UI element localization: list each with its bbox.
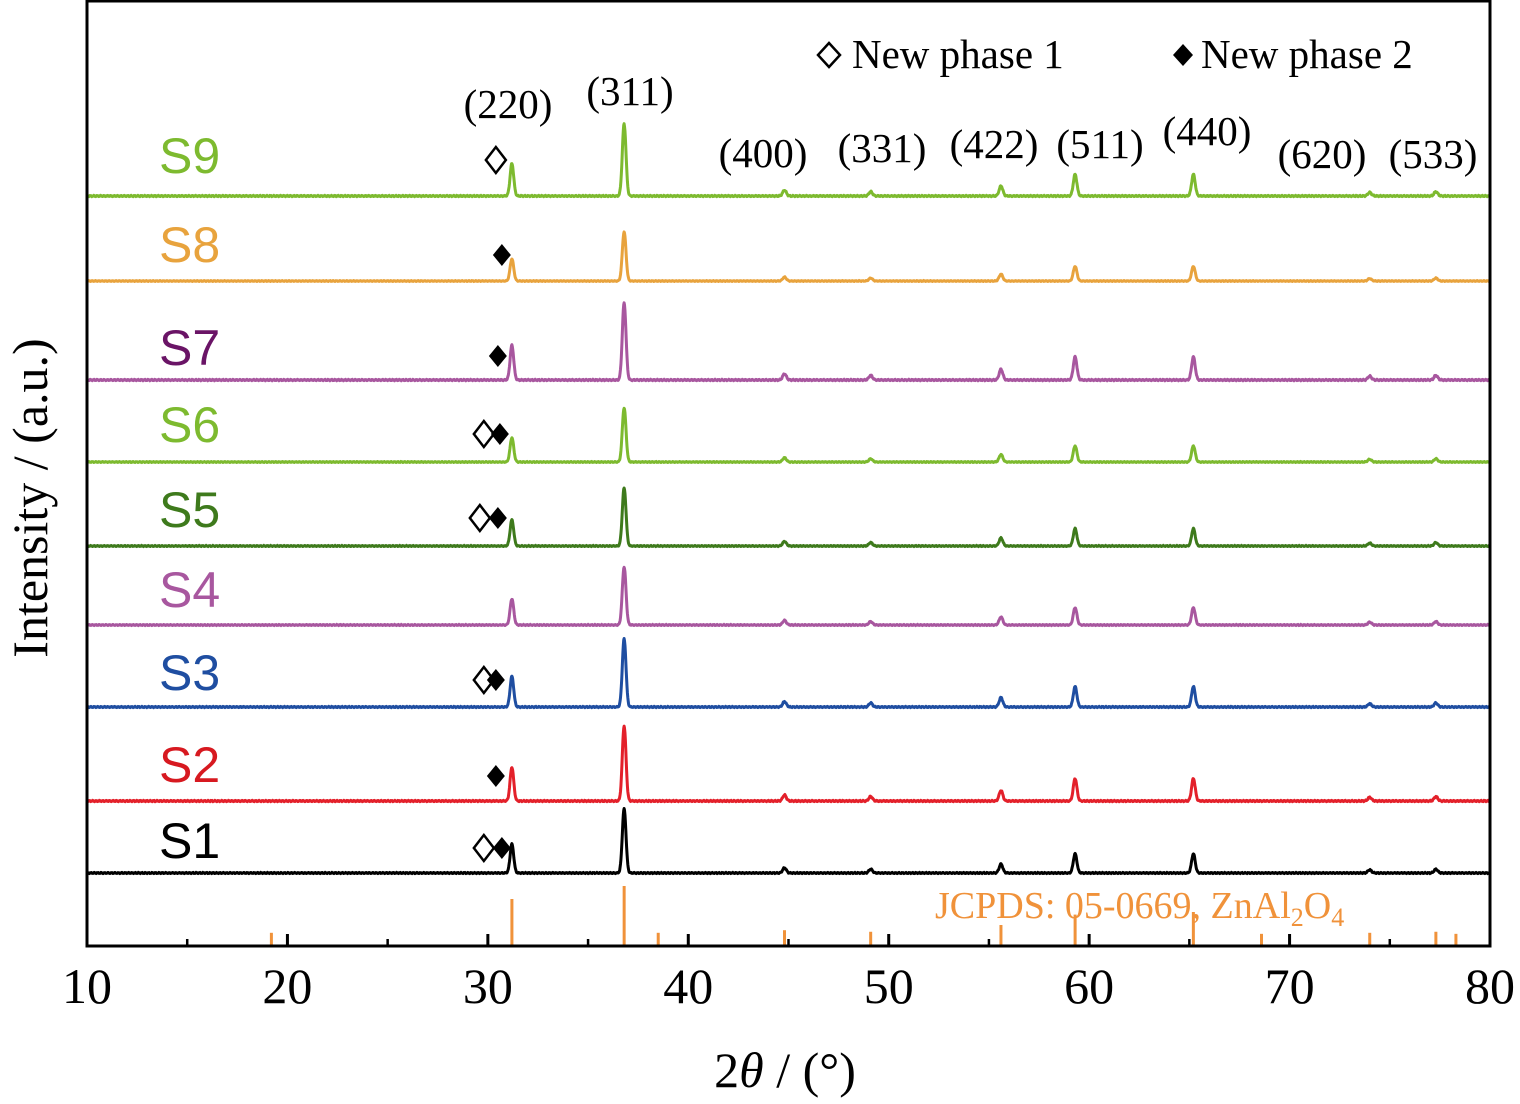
hkl-label: (533) — [1389, 131, 1478, 177]
x-tick-label: 30 — [463, 958, 513, 1014]
x-tick-label: 80 — [1465, 958, 1515, 1014]
series-label-s5: S5 — [159, 482, 220, 538]
axes: 10 20 30 40 50 60 70 80 — [62, 0, 1515, 1014]
trace-s2 — [85, 724, 1492, 804]
legend-filled-diamond-icon — [1173, 44, 1193, 66]
hkl-label: (620) — [1278, 131, 1367, 177]
series-label-s7: S7 — [159, 320, 220, 376]
series-label-s2: S2 — [159, 737, 220, 793]
hkl-label: (311) — [586, 68, 673, 114]
x-tick-label: 50 — [864, 958, 914, 1014]
open-diamond-marker — [484, 144, 508, 176]
trace-s4 — [85, 565, 1492, 628]
series-label-s4: S4 — [159, 562, 220, 618]
x-axis-title: 2θ / (°) — [714, 1042, 856, 1098]
series-label-s6: S6 — [159, 397, 220, 453]
legend: New phase 1 New phase 2 — [816, 31, 1413, 77]
filled-diamond-marker — [492, 837, 511, 859]
open-diamond-marker — [468, 502, 492, 534]
legend-label-new-phase-2: New phase 2 — [1201, 31, 1413, 77]
legend-label-new-phase-1: New phase 1 — [852, 31, 1064, 77]
reference-label: JCPDS: 05-0669, ZnAl2O4 — [935, 885, 1344, 932]
trace-s7 — [85, 301, 1492, 383]
x-tick-label: 40 — [663, 958, 713, 1014]
open-diamond-marker — [472, 832, 496, 864]
filled-diamond-marker — [492, 244, 511, 266]
open-diamond-marker — [472, 418, 496, 450]
trace-s1 — [85, 807, 1492, 876]
y-axis-title: Intensity / (a.u.) — [2, 338, 58, 657]
filled-diamond-marker — [490, 423, 509, 445]
series-label-s9: S9 — [159, 128, 220, 184]
filled-diamond-marker — [488, 345, 507, 367]
hkl-label: (440) — [1163, 108, 1252, 154]
xrd-traces — [85, 122, 1492, 876]
hkl-labels: (220) (311) (400) (331) (422) (511) (440) (620)… — [464, 68, 1478, 177]
x-tick-label: 60 — [1064, 958, 1114, 1014]
hkl-label: (331) — [838, 125, 927, 171]
trace-s9 — [85, 122, 1492, 199]
x-tick-label: 70 — [1265, 958, 1315, 1014]
hkl-label: (220) — [464, 81, 553, 127]
trace-s8 — [85, 230, 1492, 283]
series-labels: S1 S2 S3 S4 S5 S6 S7 S8 S9 — [159, 128, 220, 869]
filled-diamond-marker — [486, 669, 505, 691]
trace-s6 — [85, 406, 1492, 464]
reference-pattern — [269, 886, 1458, 946]
hkl-label: (422) — [950, 121, 1039, 167]
series-label-s1: S1 — [159, 813, 220, 869]
x-tick-label: 10 — [62, 958, 112, 1014]
filled-diamond-marker — [488, 507, 507, 529]
hkl-label: (511) — [1056, 121, 1143, 167]
filled-diamond-marker — [486, 765, 505, 787]
series-label-s3: S3 — [159, 645, 220, 701]
hkl-label: (400) — [719, 130, 808, 176]
trace-s5 — [85, 486, 1492, 549]
phase-markers — [468, 144, 511, 864]
trace-s3 — [85, 637, 1492, 710]
legend-open-diamond-icon — [816, 41, 842, 69]
series-label-s8: S8 — [159, 217, 220, 273]
x-tick-label: 20 — [262, 958, 312, 1014]
